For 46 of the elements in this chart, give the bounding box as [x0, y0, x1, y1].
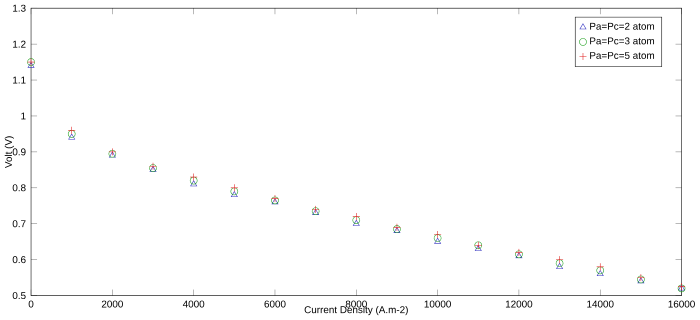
- y-tick-label: 0.7: [12, 220, 26, 228]
- y-tick-label: 0.5: [12, 292, 26, 300]
- point: [68, 130, 76, 138]
- point: [68, 126, 76, 134]
- x-tick-label: 6000: [264, 300, 286, 308]
- point: [474, 245, 482, 251]
- y-tick-label: 1.3: [13, 4, 26, 12]
- point: [190, 180, 198, 186]
- point: [596, 270, 604, 276]
- point: [556, 259, 564, 268]
- x-tick-label: 2000: [102, 300, 123, 308]
- point: [352, 220, 360, 226]
- x-tick-label: 8000: [346, 300, 367, 308]
- y-tick-label: 1.2: [13, 40, 26, 48]
- y-tick-label: 1: [21, 112, 26, 120]
- point: [230, 184, 238, 192]
- point: [434, 234, 442, 242]
- point: [352, 216, 360, 224]
- point: [596, 266, 604, 274]
- y-axis-title: Volt (V): [4, 136, 14, 168]
- legend-label: Pa=Pc=2 atom: [590, 22, 654, 30]
- x-tick-label: 4000: [182, 300, 204, 308]
- point: [190, 176, 198, 184]
- point: [556, 256, 564, 264]
- point: [68, 134, 76, 140]
- point: [230, 191, 238, 198]
- x-tick-label: 0: [28, 300, 34, 308]
- y-tick-label: 1.1: [13, 76, 26, 84]
- x-tick-label: 12000: [506, 300, 532, 308]
- x-axis-title: Current Density (A.m-2): [304, 306, 408, 316]
- point: [230, 188, 238, 196]
- legend-label: Pa=Pc=3 atom: [590, 37, 654, 44]
- point: [190, 173, 198, 181]
- point: [434, 230, 442, 238]
- point: [434, 238, 441, 244]
- point: [352, 212, 360, 220]
- x-tick-label: 14000: [587, 300, 614, 308]
- legend-label: Pa=Pc=5 atom: [590, 52, 654, 60]
- point: [28, 62, 34, 68]
- y-tick-label: 0.6: [12, 256, 26, 264]
- y-tick-label: 0.8: [12, 184, 26, 192]
- x-tick-label: 16000: [668, 300, 695, 308]
- point: [556, 263, 563, 269]
- y-tick-label: 0.9: [12, 148, 26, 156]
- point: [596, 263, 604, 271]
- x-tick-label: 10000: [424, 300, 451, 308]
